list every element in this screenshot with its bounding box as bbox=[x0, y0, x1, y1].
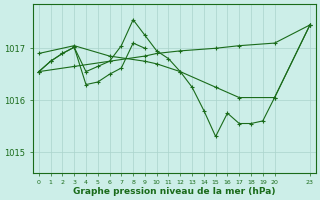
X-axis label: Graphe pression niveau de la mer (hPa): Graphe pression niveau de la mer (hPa) bbox=[73, 187, 276, 196]
